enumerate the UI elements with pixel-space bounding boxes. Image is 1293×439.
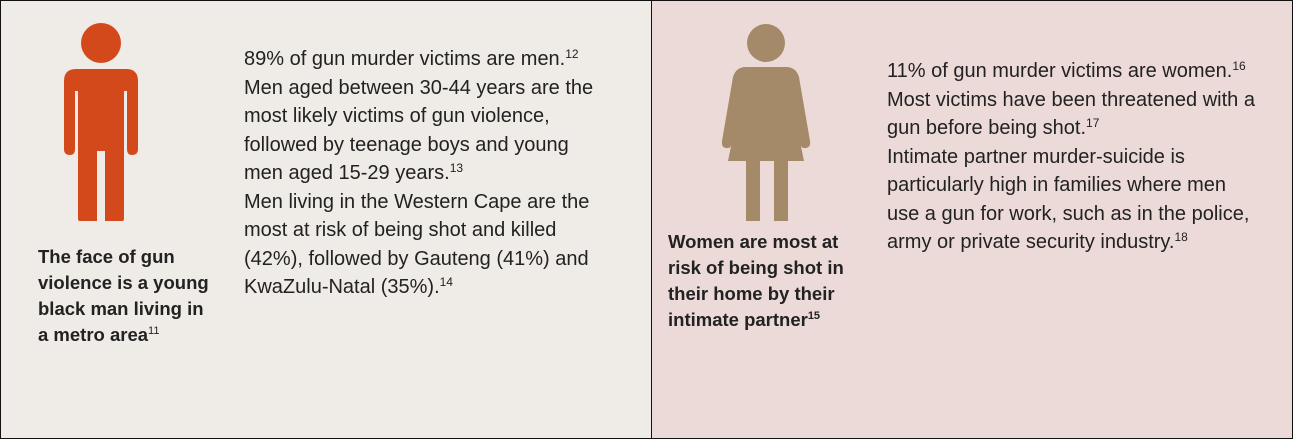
footnote-ref: 12: [565, 47, 579, 61]
paragraph-text: Intimate partner murder-suicide is parti…: [887, 145, 1250, 254]
paragraph: 89% of gun murder victims are men.12: [244, 45, 604, 74]
panel-women: Women are most at risk of being shot in …: [651, 0, 1293, 439]
paragraph: Most victims have been threatened with a…: [887, 86, 1257, 143]
footnote-ref: 14: [439, 275, 453, 289]
caption-text: The face of gun violence is a young blac…: [38, 246, 209, 345]
footnote-ref: 17: [1086, 116, 1100, 130]
caption: Women are most at risk of being shot in …: [668, 229, 848, 333]
paragraphs: 89% of gun murder victims are men.12 Men…: [244, 45, 604, 302]
paragraph: Men living in the Western Cape are the m…: [244, 188, 604, 302]
caption-text: Women are most at risk of being shot in …: [668, 231, 844, 330]
footnote-ref: 18: [1174, 230, 1188, 244]
paragraph-text: 11% of gun murder victims are women.: [887, 60, 1233, 82]
paragraphs: 11% of gun murder victims are women.16 M…: [887, 57, 1257, 257]
paragraph-text: Men living in the Western Cape are the m…: [244, 190, 590, 299]
panel-men: The face of gun violence is a young blac…: [0, 0, 653, 439]
woman-icon: [722, 24, 811, 221]
footnote-ref: 11: [148, 325, 160, 337]
footnote-ref: 13: [449, 161, 464, 175]
man-icon: [64, 23, 138, 221]
paragraph: 11% of gun murder victims are women.16: [887, 57, 1257, 86]
caption: The face of gun violence is a young blac…: [38, 244, 213, 348]
footnote-ref: 16: [1232, 59, 1246, 73]
paragraph: Men aged between 30-44 years are the mos…: [244, 74, 604, 188]
paragraph-text: 89% of gun murder victims are men.: [244, 48, 566, 70]
paragraph-text: Men aged between 30-44 years are the mos…: [244, 76, 594, 185]
footnote-ref: 15: [807, 310, 821, 322]
paragraph-text: Most victims have been threatened with a…: [887, 88, 1255, 140]
paragraph: Intimate partner murder-suicide is parti…: [887, 143, 1257, 257]
